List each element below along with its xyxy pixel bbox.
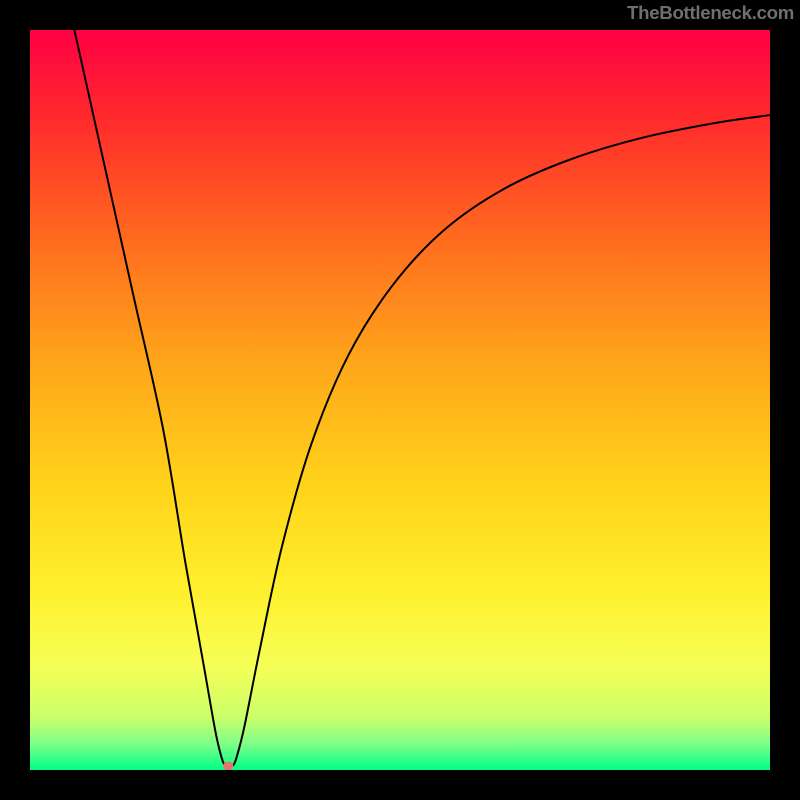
chart-container: TheBottleneck.com [0,0,800,800]
chart-background-gradient [30,30,770,770]
chart-svg [30,30,770,770]
minimum-marker [223,762,233,770]
watermark-text: TheBottleneck.com [627,2,794,24]
chart-plot-area [30,30,770,770]
